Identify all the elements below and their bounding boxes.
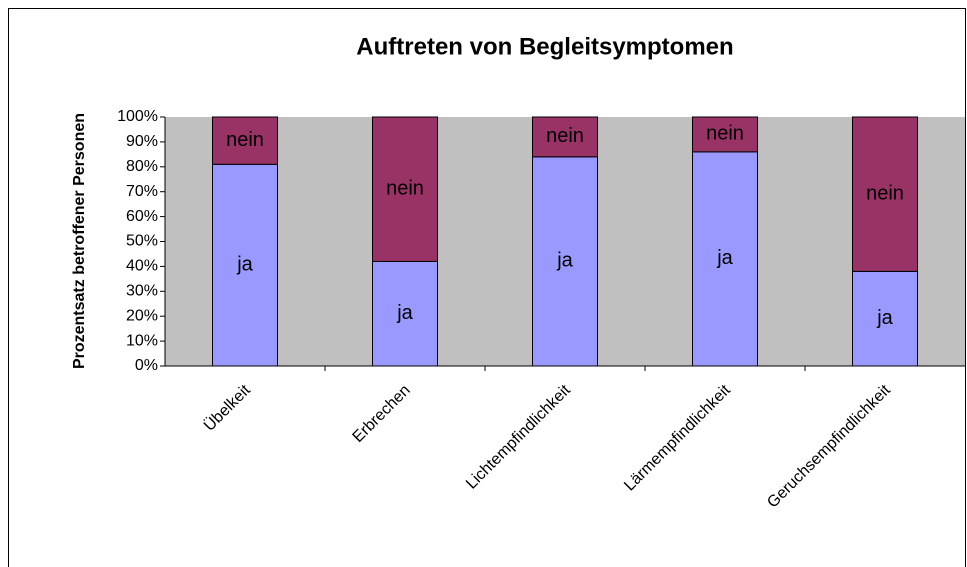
data-label: ja	[396, 302, 413, 324]
y-tick-label: 30%	[126, 283, 158, 300]
bar-segment	[532, 116, 598, 158]
bar-segment	[212, 116, 278, 165]
data-label: ja	[876, 307, 893, 329]
bar-segment	[692, 116, 758, 153]
data-label: nein	[386, 177, 424, 199]
y-tick-label: 20%	[126, 307, 158, 324]
data-label: nein	[706, 123, 744, 145]
chart-title: Auftreten von Begleitsymptomen	[356, 33, 733, 60]
y-tick-label: 0%	[135, 357, 158, 374]
y-tick-label: 90%	[126, 133, 158, 150]
y-tick-label: 10%	[126, 332, 158, 349]
y-tick-label: 70%	[126, 183, 158, 200]
bar-segment	[372, 116, 438, 262]
data-label: ja	[556, 250, 573, 272]
data-label: ja	[236, 253, 253, 275]
data-label: nein	[226, 129, 264, 151]
y-tick-label: 60%	[126, 208, 158, 225]
y-tick-label: 100%	[117, 108, 158, 125]
bar-segment	[852, 116, 918, 272]
y-tick-label: 50%	[126, 233, 158, 250]
bar-segment	[532, 156, 598, 367]
data-label: nein	[546, 125, 584, 147]
y-axis-label: Prozentsatz betroffener Personen	[71, 113, 88, 369]
bar-segment	[852, 270, 918, 367]
data-label: ja	[716, 247, 733, 269]
bar-segment	[372, 260, 438, 367]
bar-segment	[212, 163, 278, 367]
data-label: nein	[866, 182, 904, 204]
y-tick-label: 80%	[126, 158, 158, 175]
y-tick-label: 40%	[126, 258, 158, 275]
bar-segment	[692, 151, 758, 367]
